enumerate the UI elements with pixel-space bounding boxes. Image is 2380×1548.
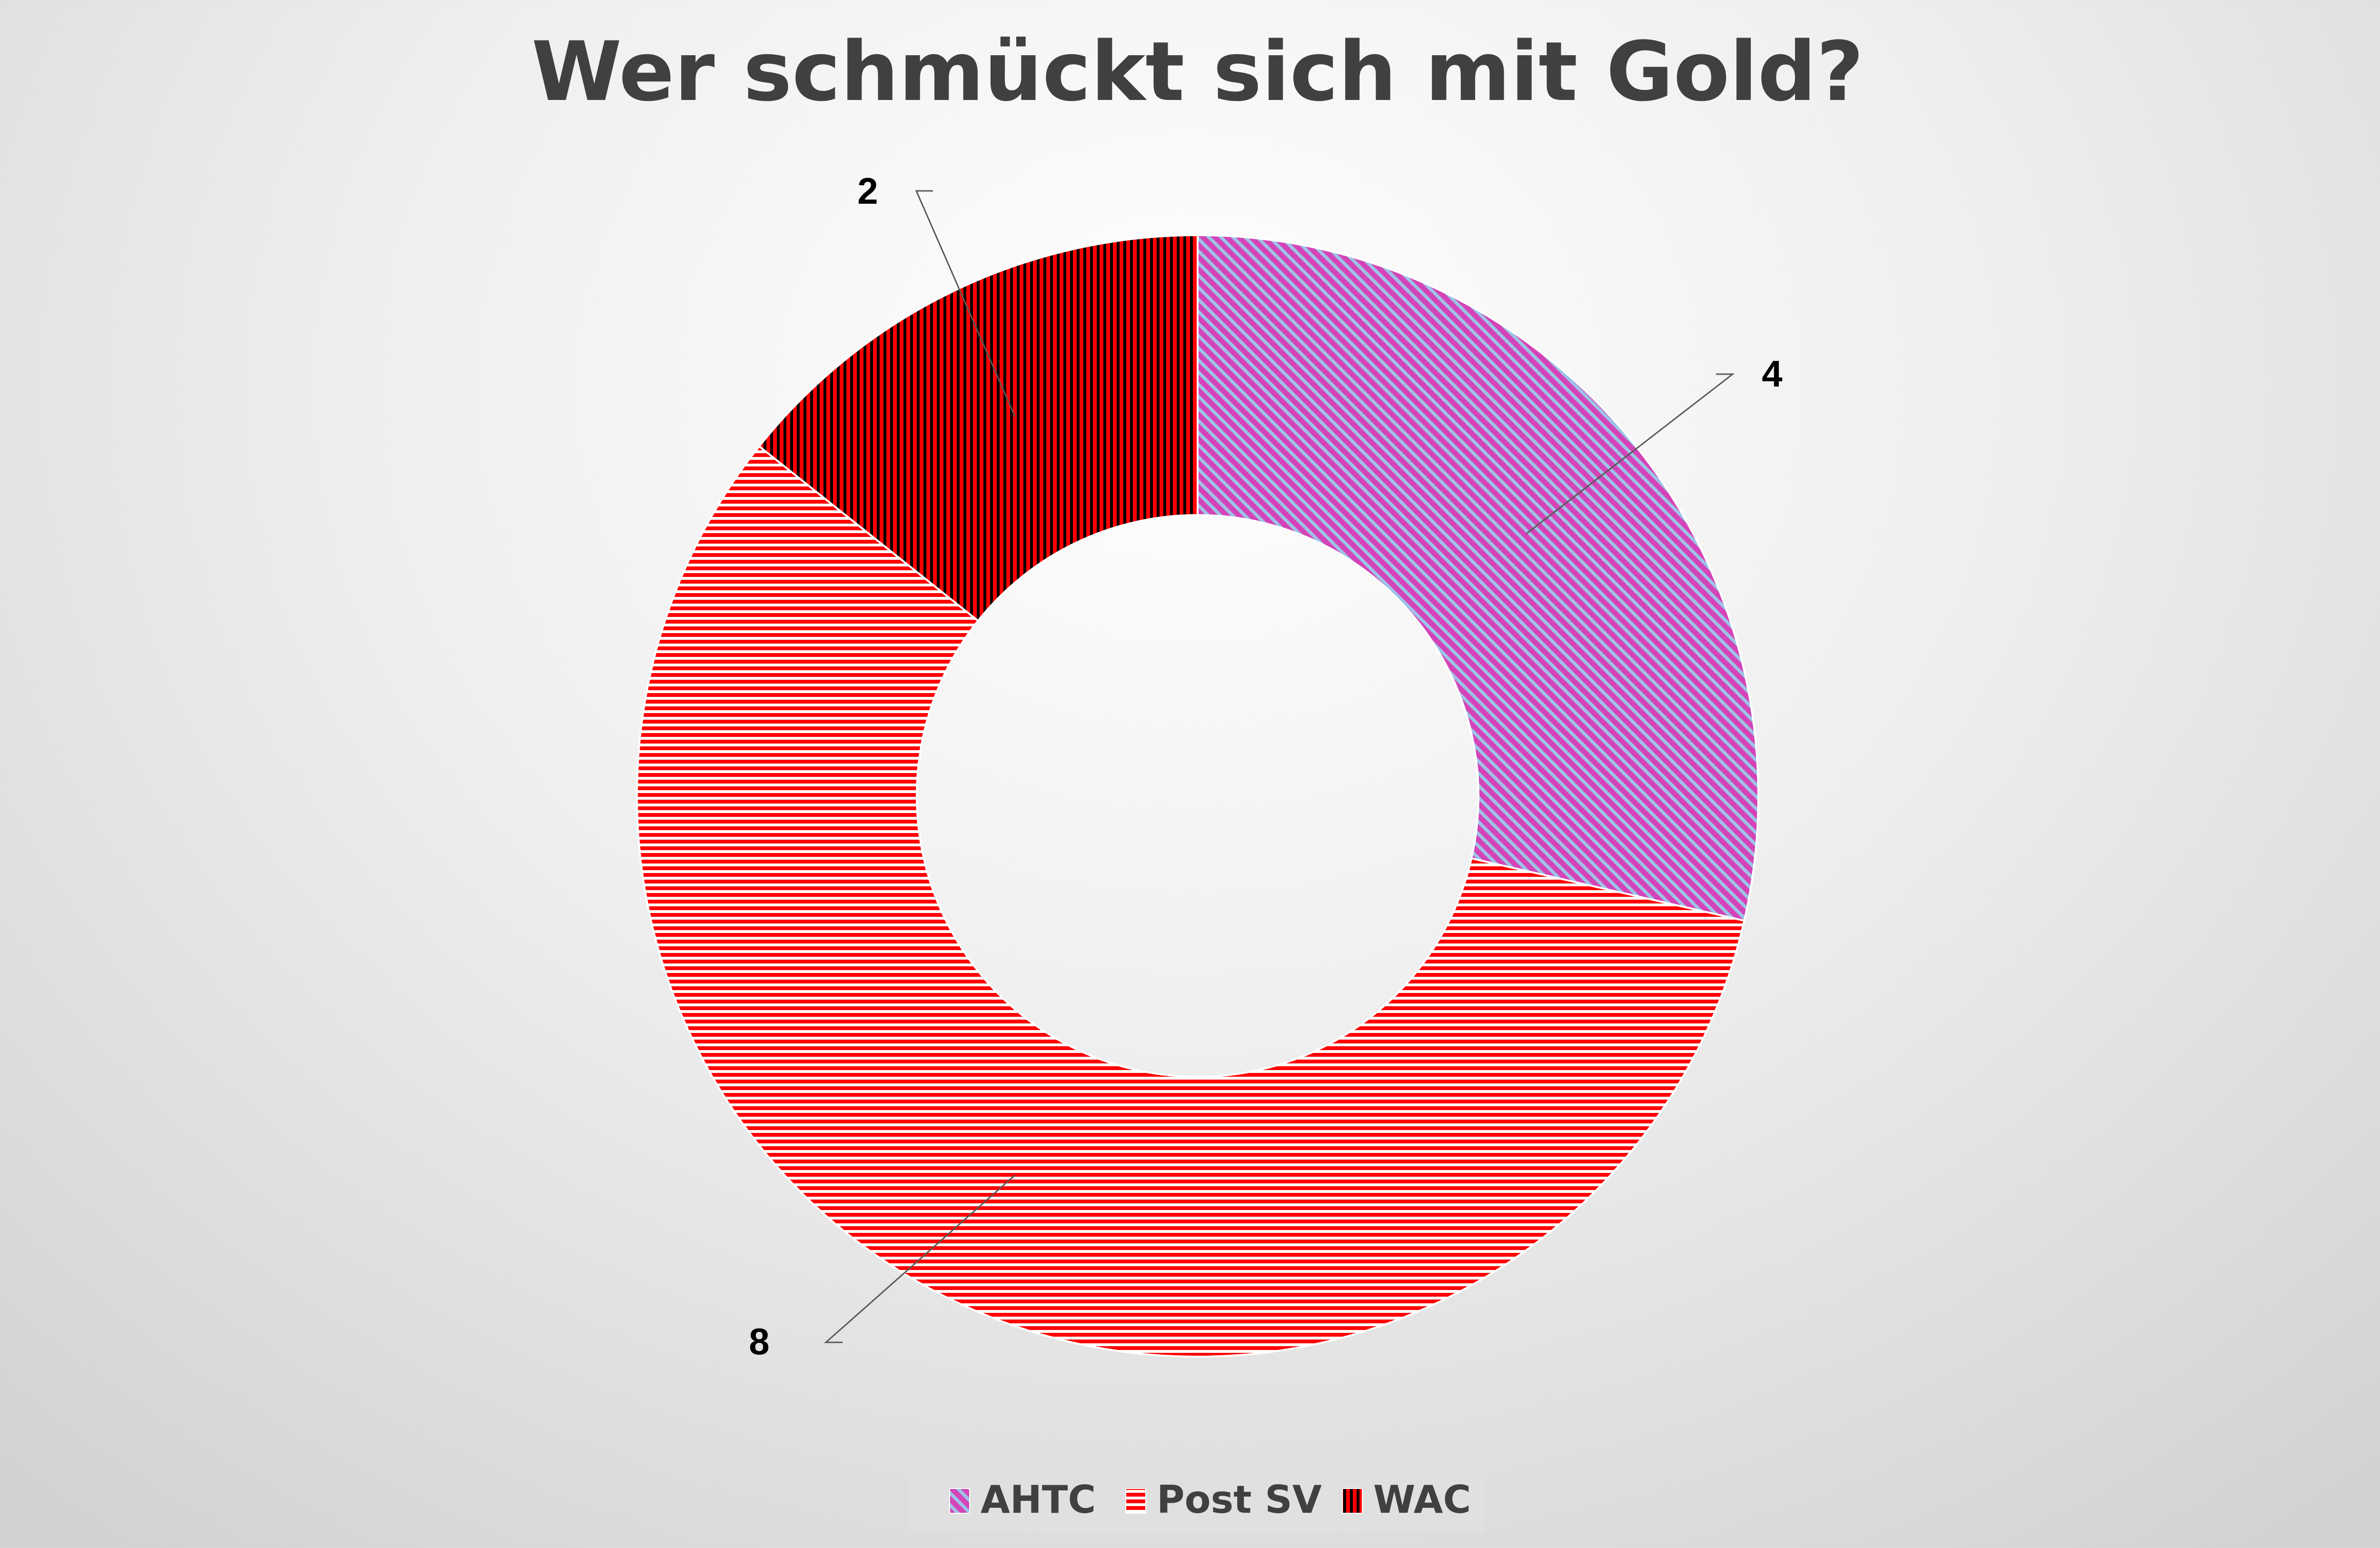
legend-swatch xyxy=(1125,1488,1146,1514)
legend-label: AHTC xyxy=(981,1478,1096,1522)
legend-swatch xyxy=(949,1488,970,1514)
data-label: 8 xyxy=(749,1320,769,1362)
legend-label: WAC xyxy=(1373,1478,1471,1522)
legend: AHTC Post SV WAC xyxy=(909,1470,1485,1533)
leader-line xyxy=(1526,373,1735,535)
data-label: 2 xyxy=(857,170,878,212)
legend-item-ahtc[interactable]: AHTC xyxy=(949,1478,1096,1522)
leader-line xyxy=(915,190,1016,417)
data-label: 4 xyxy=(1762,353,1782,395)
legend-item-wac[interactable]: WAC xyxy=(1342,1478,1471,1522)
legend-swatch xyxy=(1342,1488,1363,1514)
legend-box xyxy=(909,1470,1485,1533)
legend-item-post-sv[interactable]: Post SV xyxy=(1125,1478,1322,1522)
slice-post-sv xyxy=(636,445,1745,1358)
slice-ahtc xyxy=(1197,234,1759,922)
legend-label: Post SV xyxy=(1157,1478,1322,1522)
leader-line xyxy=(824,1174,1016,1343)
chart-title: Wer schmückt sich mit Gold? xyxy=(532,24,1864,119)
slice-wac xyxy=(758,234,1199,622)
